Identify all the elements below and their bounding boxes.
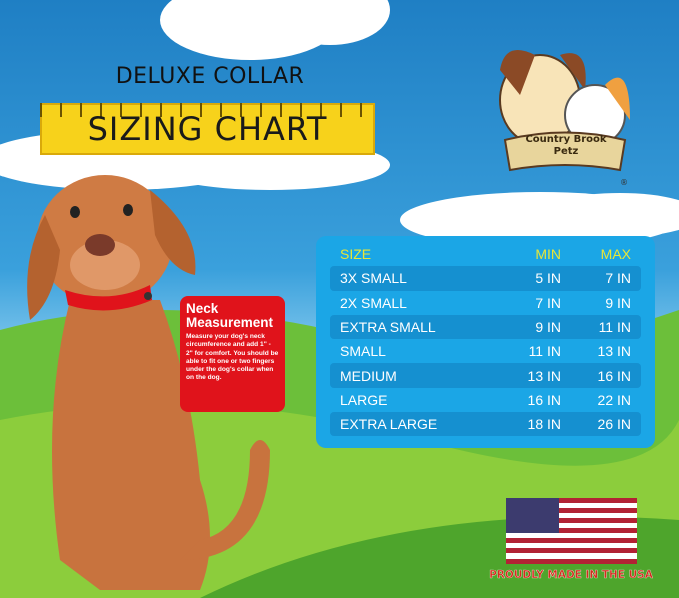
table-row: 3X SMALL 5 IN 7 IN — [330, 266, 641, 291]
title-line1: DELUXE COLLAR — [115, 64, 305, 89]
size-cell: LARGE — [340, 391, 388, 408]
min-cell: 7 IN — [535, 294, 561, 311]
registered-mark: ® — [620, 178, 628, 187]
max-cell: 16 IN — [597, 367, 631, 384]
max-cell: 7 IN — [605, 270, 631, 287]
max-cell: 9 IN — [605, 294, 631, 311]
min-cell: 16 IN — [527, 391, 561, 408]
min-cell: 9 IN — [535, 319, 561, 336]
min-cell: 5 IN — [535, 270, 561, 287]
title-line2: SIZING CHART — [87, 110, 328, 148]
sizing-table: SIZE MIN MAX 3X SMALL 5 IN 7 IN 2X SMALL 7 I… — [316, 236, 655, 448]
table-header: SIZE MIN MAX — [330, 242, 641, 266]
dog-illustration — [27, 175, 270, 590]
min-cell: 18 IN — [527, 416, 561, 433]
min-cell: 13 IN — [527, 367, 561, 384]
table-row: LARGE 16 IN 22 IN — [330, 388, 641, 412]
size-cell: 3X SMALL — [340, 270, 407, 287]
size-cell: EXTRA LARGE — [340, 416, 438, 433]
table-row: EXTRA LARGE 18 IN 26 IN — [330, 412, 641, 437]
size-cell: MEDIUM — [340, 367, 397, 384]
max-cell: 26 IN — [597, 416, 631, 433]
table-row: EXTRA SMALL 9 IN 11 IN — [330, 314, 641, 340]
ruler-ticks — [40, 103, 375, 117]
collar — [65, 285, 152, 311]
callout-title: Neck Measurement — [186, 301, 274, 330]
table-row: MEDIUM 13 IN 16 IN — [330, 363, 641, 388]
size-cell: SMALL — [340, 343, 386, 360]
max-cell: 22 IN — [597, 391, 631, 408]
usa-flag — [506, 498, 637, 564]
brand-logo — [499, 50, 630, 172]
min-cell: 11 IN — [528, 343, 561, 360]
made-in-usa-text: PROUDLY MADE IN THE USA — [489, 569, 653, 581]
max-cell: 11 IN — [598, 319, 631, 336]
size-cell: EXTRA SMALL — [340, 319, 436, 336]
header-size: SIZE — [340, 246, 372, 263]
callout-body: Measure your dog's neck circumference an… — [186, 333, 279, 382]
table-row: 2X SMALL 7 IN 9 IN — [330, 291, 641, 315]
header-min: MIN — [535, 246, 561, 263]
neck-measurement-callout: Neck Measurement Measure your dog's neck… — [180, 296, 285, 412]
table-row: SMALL 11 IN 13 IN — [330, 339, 641, 363]
header-max: MAX — [600, 246, 631, 263]
max-cell: 13 IN — [597, 343, 631, 360]
size-cell: 2X SMALL — [340, 294, 407, 311]
logo-text: Country Brook Petz — [525, 134, 607, 157]
